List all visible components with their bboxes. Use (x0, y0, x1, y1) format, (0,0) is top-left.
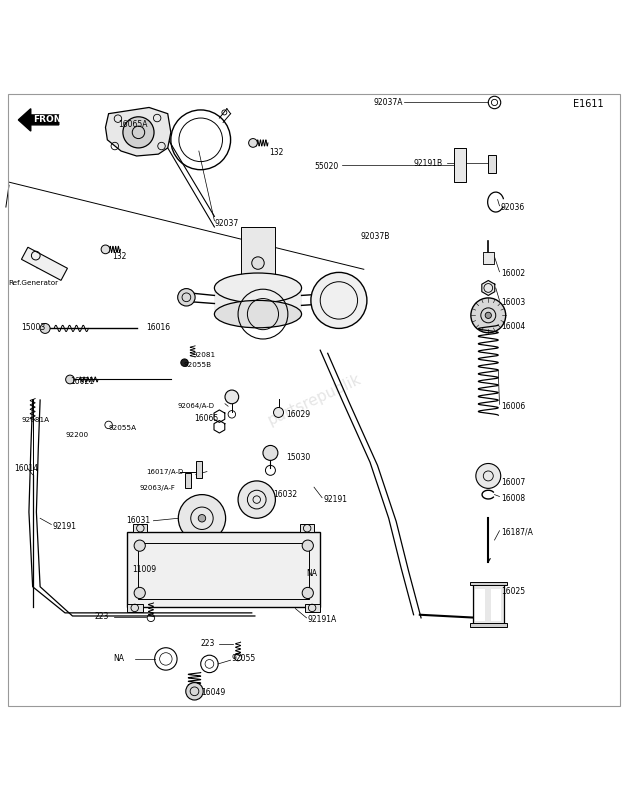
Text: 92191: 92191 (323, 495, 347, 504)
Text: 92036: 92036 (501, 202, 525, 211)
Text: E1611: E1611 (573, 99, 604, 110)
Circle shape (66, 375, 74, 384)
Text: FRONT: FRONT (33, 115, 67, 125)
Circle shape (101, 245, 110, 254)
Text: NA: NA (114, 654, 124, 663)
Bar (454, 147, 467, 182)
Bar (185, 473, 191, 488)
Circle shape (225, 390, 239, 404)
Text: 16016: 16016 (146, 322, 170, 332)
Bar (127, 604, 143, 612)
Circle shape (471, 298, 506, 333)
Text: 92055: 92055 (232, 654, 256, 663)
Circle shape (178, 494, 225, 542)
Bar (491, 589, 501, 621)
Text: 16049: 16049 (201, 688, 225, 697)
Text: 92037A: 92037A (373, 98, 403, 107)
Bar (127, 532, 320, 606)
Text: 92037B: 92037B (360, 233, 390, 242)
Polygon shape (482, 281, 495, 295)
Text: 16017/A-D: 16017/A-D (146, 469, 183, 474)
Circle shape (249, 138, 257, 147)
Bar (300, 525, 314, 532)
Text: 92191B: 92191B (414, 159, 443, 168)
Circle shape (485, 312, 491, 318)
Text: 16187/A: 16187/A (501, 527, 533, 537)
Text: 16065A: 16065A (118, 120, 148, 129)
Circle shape (476, 463, 501, 488)
Text: 92191A: 92191A (308, 614, 337, 624)
Circle shape (238, 481, 276, 518)
Text: 92063/A-F: 92063/A-F (139, 486, 176, 491)
Ellipse shape (214, 301, 301, 328)
Circle shape (274, 407, 283, 418)
Text: 92055A: 92055A (109, 425, 137, 431)
Text: 16006: 16006 (501, 402, 525, 410)
Polygon shape (18, 109, 59, 131)
Text: 16003: 16003 (501, 298, 525, 306)
Bar (241, 227, 275, 286)
Bar (473, 583, 504, 626)
Text: 16029: 16029 (286, 410, 310, 419)
Text: NA: NA (306, 569, 318, 578)
Text: 16014: 16014 (14, 464, 38, 473)
Bar (470, 623, 507, 626)
Text: 16004: 16004 (501, 322, 525, 331)
Text: 223: 223 (201, 639, 215, 649)
Text: 11009: 11009 (133, 565, 156, 574)
Bar (214, 286, 301, 314)
Text: 92064/A-D: 92064/A-D (177, 403, 214, 410)
Text: 16002: 16002 (501, 269, 525, 278)
Text: 92037: 92037 (214, 219, 239, 228)
Text: 15003: 15003 (21, 322, 46, 332)
Text: 16007: 16007 (501, 478, 525, 486)
Text: 55020: 55020 (314, 162, 338, 171)
Text: 92191: 92191 (53, 522, 77, 531)
Circle shape (40, 323, 50, 334)
Text: 16065: 16065 (195, 414, 219, 423)
Bar (138, 543, 309, 599)
Circle shape (134, 540, 145, 551)
Circle shape (181, 359, 188, 366)
Text: 132: 132 (112, 252, 126, 262)
Circle shape (134, 587, 145, 598)
Text: 92200: 92200 (65, 433, 88, 438)
Text: 16031: 16031 (126, 516, 150, 526)
Bar (470, 582, 507, 586)
Bar (475, 589, 485, 621)
Bar (21, 247, 67, 280)
Bar (134, 525, 147, 532)
Circle shape (252, 257, 264, 270)
Text: 15030: 15030 (286, 453, 310, 462)
Circle shape (123, 117, 154, 148)
Circle shape (186, 682, 203, 700)
Text: 223: 223 (95, 612, 109, 621)
Circle shape (311, 272, 367, 329)
Text: 16008: 16008 (501, 494, 525, 503)
Polygon shape (106, 107, 171, 156)
Circle shape (263, 446, 278, 460)
Text: partsrepublik: partsrepublik (265, 372, 363, 428)
Bar (483, 253, 494, 264)
Circle shape (302, 540, 313, 551)
Text: 92081: 92081 (193, 352, 216, 358)
Circle shape (178, 289, 195, 306)
Text: 16025: 16025 (501, 587, 525, 596)
Text: Ref.Generator: Ref.Generator (8, 280, 58, 286)
Text: 132: 132 (269, 148, 284, 158)
Bar (196, 461, 202, 478)
Circle shape (198, 514, 206, 522)
Bar (305, 604, 320, 612)
Text: 92055B: 92055B (183, 362, 212, 368)
Ellipse shape (214, 273, 301, 303)
Circle shape (302, 587, 313, 598)
Text: 16032: 16032 (274, 490, 298, 499)
Bar (489, 155, 495, 173)
Text: 16021: 16021 (70, 377, 94, 386)
Text: 92081A: 92081A (21, 417, 50, 423)
